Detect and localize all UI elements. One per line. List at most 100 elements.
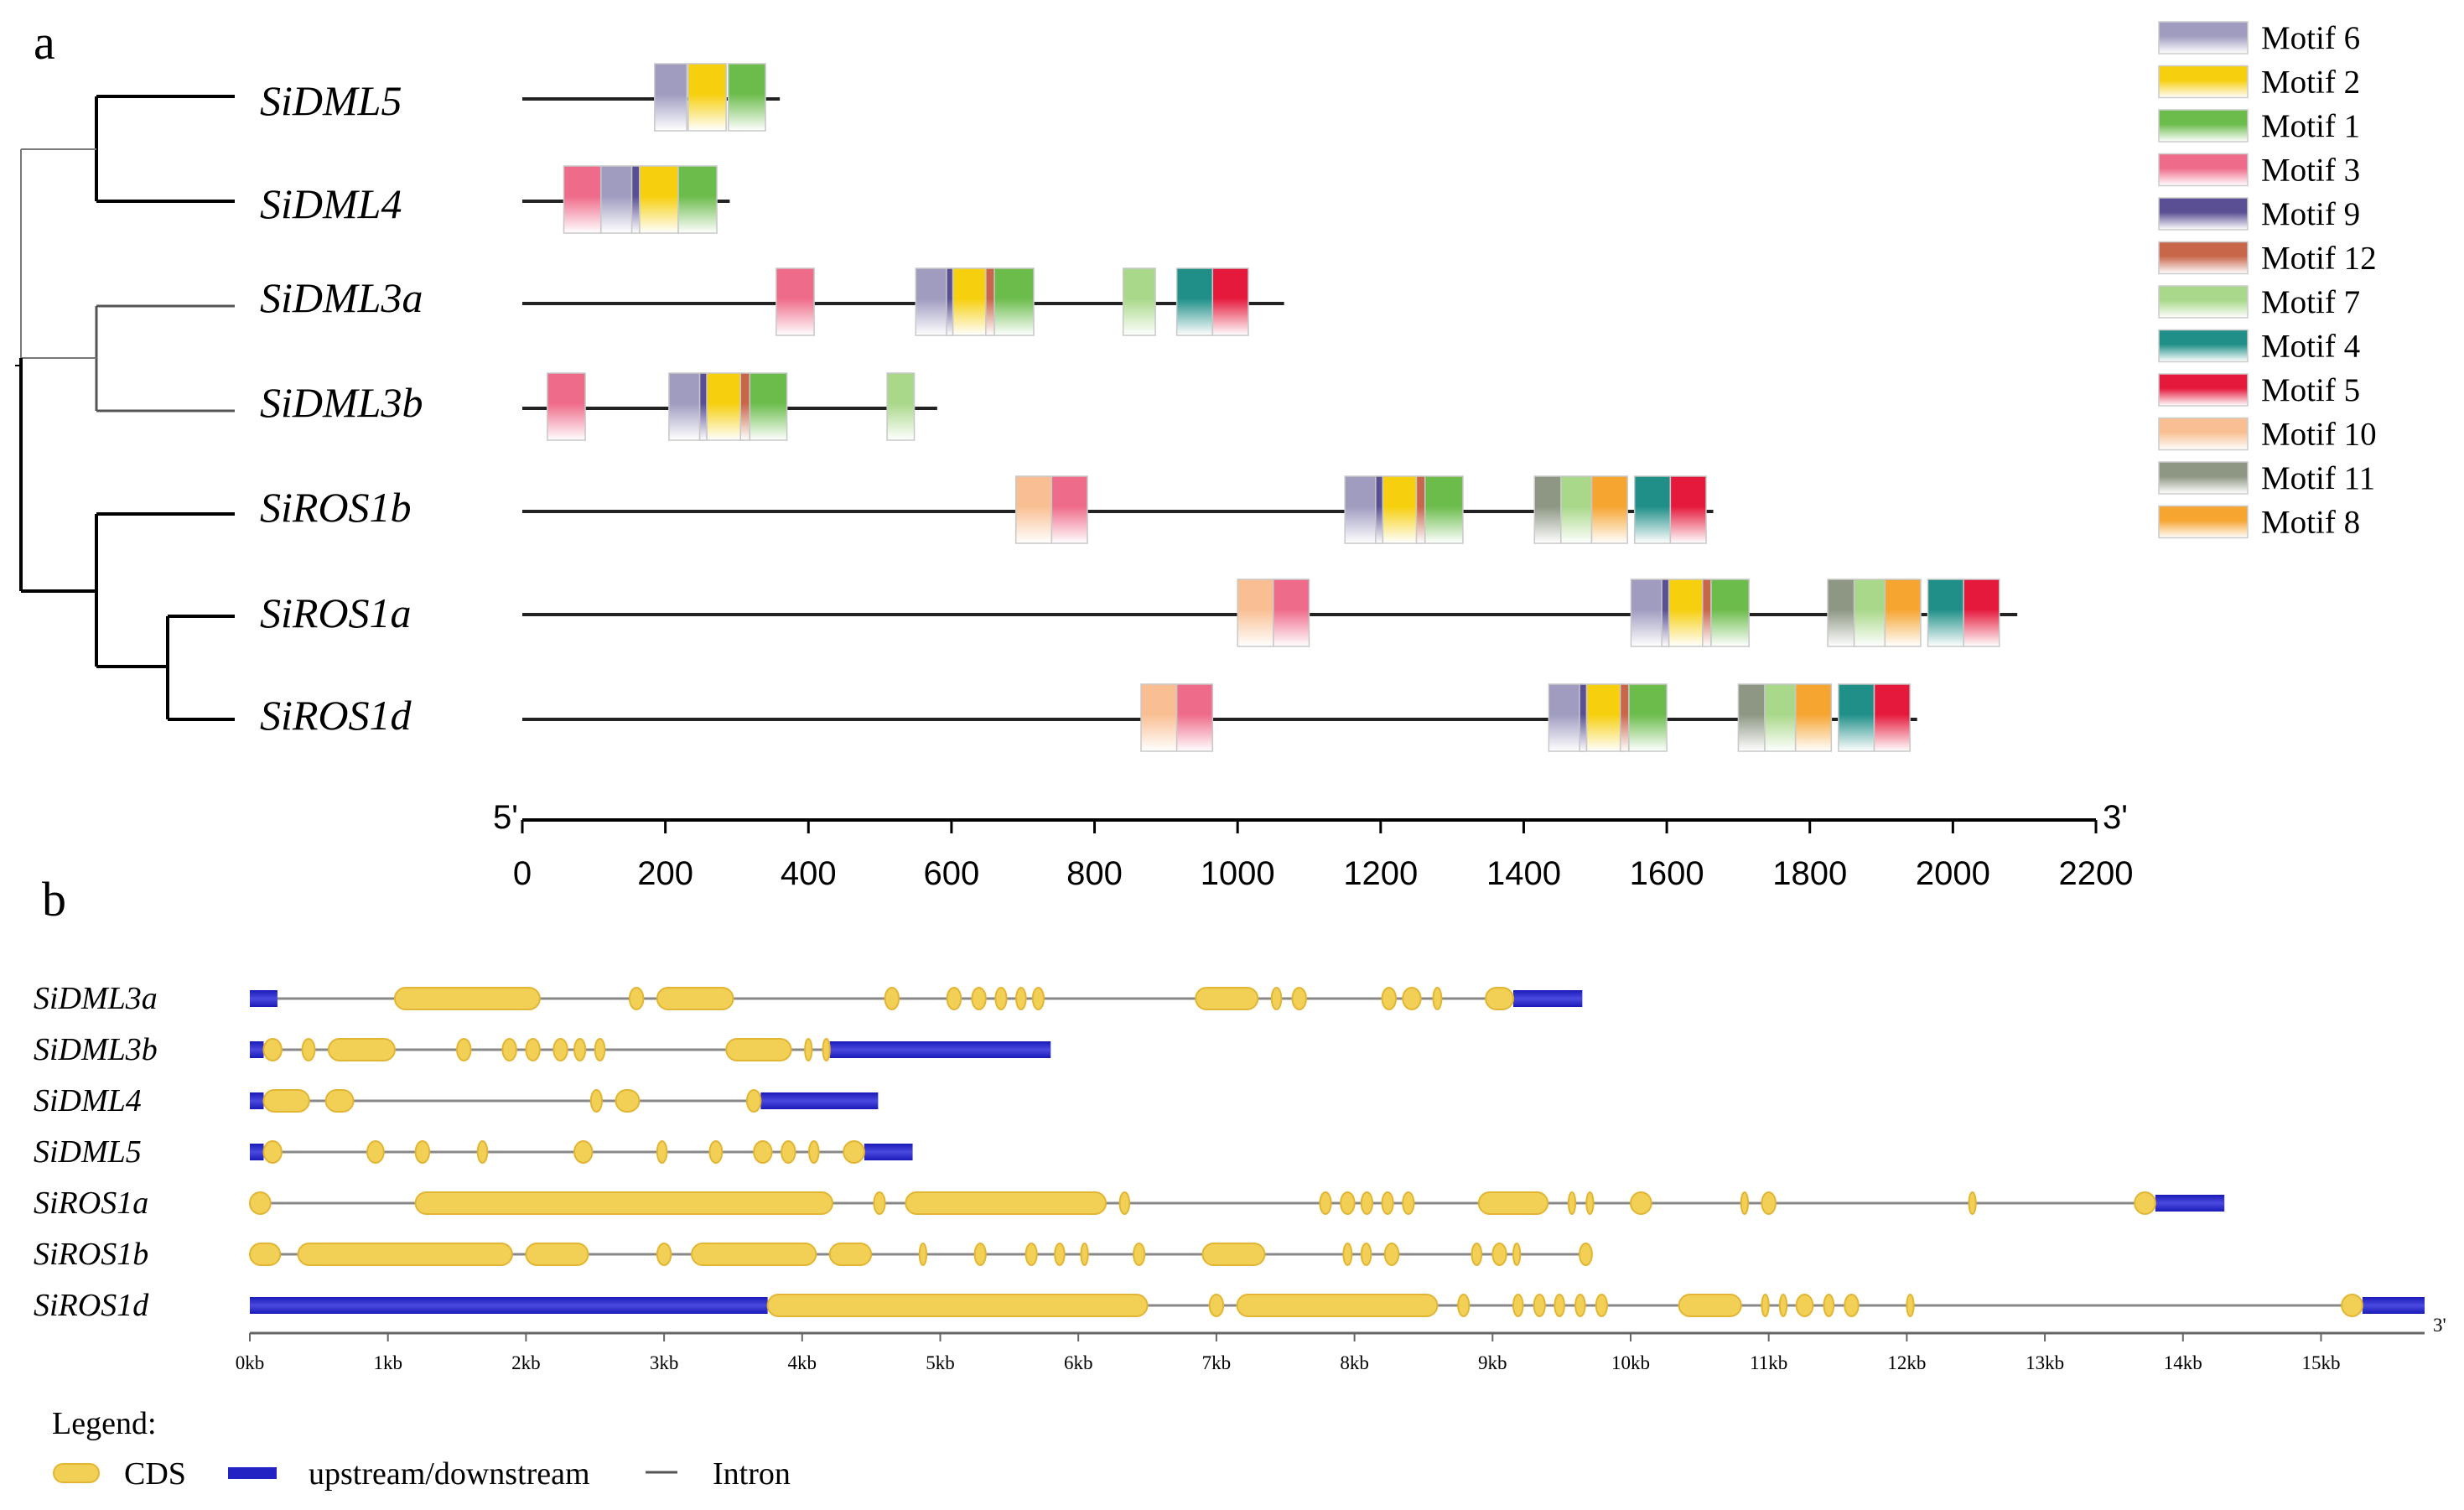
cds-segment [918, 1243, 928, 1266]
cds-segment [1195, 987, 1259, 1010]
motif-10-box [1014, 475, 1053, 544]
motif-3-box [1175, 683, 1214, 752]
cds-segment [1025, 1243, 1038, 1266]
panel-b-label: b [42, 872, 66, 926]
cds-segment [1579, 1243, 1593, 1266]
motif-2-box [1585, 683, 1626, 752]
motif-10-box [1140, 683, 1178, 752]
motif-legend-swatch [2158, 65, 2249, 99]
motif-legend-label: Motif 2 [2261, 65, 2360, 101]
gene-label-b: SiDML5 [34, 1134, 142, 1170]
tree-clade-ros1b [95, 512, 235, 667]
axis-a-tick-label: 1800 [1772, 855, 1847, 892]
axis-b-tick-label: 13kb [2026, 1352, 2064, 1373]
cds-segment [1031, 987, 1045, 1010]
motif-3-box [1050, 475, 1088, 544]
motif-1-box [1710, 579, 1750, 647]
cds-segment [1054, 1243, 1066, 1266]
motif-track [522, 372, 937, 441]
motif-9-box [1661, 579, 1670, 647]
axis-b-tick-label: 9kb [1478, 1352, 1507, 1373]
cds-segment [249, 1243, 282, 1266]
gene-label-a: SiDML3b [260, 379, 423, 426]
cds-segment [1491, 1243, 1507, 1266]
utr-segment [760, 1092, 879, 1109]
gene-length-axis: 3' 0kb 1kb 2kb 3kb 4kb 5kb 6kb 7kb 8kb 9kb 10kb 11k… [236, 1315, 2446, 1373]
motif-3-box [563, 165, 602, 234]
motif-7-box [1853, 579, 1886, 647]
motif-1-box [727, 63, 766, 132]
motif-track [522, 579, 2018, 647]
cds-segment [1512, 1243, 1522, 1266]
motif-2-box [706, 372, 745, 441]
axis-a-tick-label: 2000 [1916, 855, 1990, 892]
motif-legend-swatch [2158, 505, 2249, 539]
motif-7-box [1560, 475, 1593, 544]
motif-1-box [677, 165, 718, 234]
cds-segment [708, 1140, 724, 1164]
cds-segment [753, 1140, 773, 1164]
cds-segment [249, 1191, 272, 1215]
legend-intron-label: Intron [713, 1456, 791, 1492]
cds-segment [884, 987, 900, 1010]
motif-9-box [1579, 683, 1588, 752]
cds-segment [1585, 1191, 1595, 1215]
motif-track [522, 267, 1284, 336]
motif-5-box [1963, 579, 2000, 647]
cds-segment [456, 1038, 472, 1061]
motif-9-box [946, 267, 954, 336]
cds-segment [946, 987, 962, 1010]
motif-2-box [1382, 475, 1422, 544]
motif-6-box [668, 372, 706, 441]
axis-b-tick-label: 7kb [1202, 1352, 1232, 1373]
cds-segment [1678, 1294, 1742, 1317]
tree-clade-ros1a-ros1d [166, 615, 235, 721]
cds-segment [324, 1089, 355, 1113]
axis-b-tick-label: 3kb [650, 1352, 679, 1373]
utr-segment [250, 1144, 264, 1160]
cds-segment [262, 1038, 283, 1061]
axis-b-tick-label: 8kb [1340, 1352, 1369, 1373]
axis-b-tick-label: 4kb [788, 1352, 817, 1373]
motif-legend-swatch [2158, 109, 2249, 143]
motif-2-box [952, 267, 992, 336]
motif-2-box [639, 165, 679, 234]
tree-clade-dml [20, 148, 96, 359]
cds-segment [501, 1038, 517, 1061]
cds-segment [905, 1191, 1108, 1215]
motif-legend-label: Motif 8 [2261, 505, 2360, 541]
cds-segment [1574, 1294, 1586, 1317]
cds-segment [1629, 1191, 1652, 1215]
motif-9-box [1375, 475, 1384, 544]
motif-legend-swatch [2158, 197, 2249, 231]
three-prime-label: 3' [2103, 799, 2128, 836]
motif-1-box [749, 372, 788, 441]
axis-b-tick-label: 11kb [1750, 1352, 1787, 1373]
cds-segment [1485, 987, 1514, 1010]
cds-segment [725, 1038, 792, 1061]
cds-segment [1778, 1294, 1788, 1317]
cds-segment [1381, 1191, 1394, 1215]
axis-a-tick-label: 1400 [1486, 855, 1561, 892]
gene-label-b: SiDML4 [34, 1083, 142, 1118]
motif-11-box [1827, 579, 1855, 647]
gene-structure-row [250, 1140, 913, 1164]
gene-label-a: SiDML3a [260, 274, 423, 321]
cds-segment [745, 1089, 762, 1113]
cds-segment [1118, 1191, 1131, 1215]
gene-label-a: SiROS1b [260, 484, 412, 531]
cds-segment [615, 1089, 641, 1113]
cds-segment [628, 987, 645, 1010]
motif-8-box [1590, 475, 1628, 544]
motif-11-box [1533, 475, 1562, 544]
utr-segment [250, 1041, 264, 1058]
cds-segment [691, 1243, 817, 1266]
motif-11-box [1737, 683, 1766, 752]
cds-segment [1512, 1294, 1524, 1317]
cds-segment [994, 987, 1008, 1010]
cds-segment [297, 1243, 513, 1266]
cds-segment [873, 1191, 886, 1215]
utr-segment [2155, 1195, 2225, 1212]
motif-legend-label: Motif 10 [2261, 417, 2377, 453]
axis-a-tick-label: 1000 [1201, 855, 1275, 892]
